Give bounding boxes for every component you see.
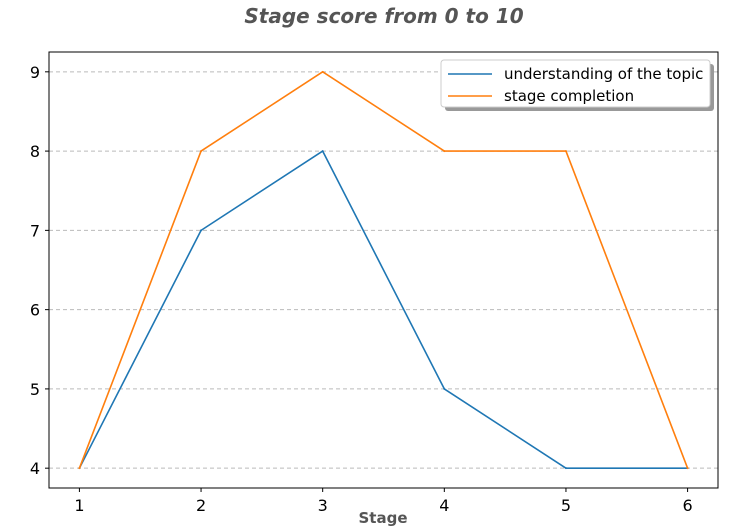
legend-box (440, 59, 711, 108)
data-point-1-4 (564, 150, 567, 153)
data-point-1-2 (321, 70, 324, 73)
x-tick-label-6: 6 (682, 496, 692, 515)
x-tick-label-2: 2 (196, 496, 206, 515)
x-tick-label-4: 4 (439, 496, 449, 515)
data-point-0-1 (200, 229, 203, 232)
data-point-1-0 (78, 467, 81, 470)
data-point-0-3 (443, 387, 446, 390)
y-tick-label-4: 4 (30, 459, 40, 478)
data-point-1-1 (200, 150, 203, 153)
plot-frame (48, 51, 719, 489)
y-axis-ticks: 4 5 6 7 8 9 (30, 63, 49, 478)
x-axis-ticks: 1 2 3 4 5 6 (74, 488, 693, 515)
series-line-0 (78, 150, 688, 469)
x-tick-label-3: 3 (318, 496, 328, 515)
y-tick-label-9: 9 (30, 63, 40, 82)
data-point-1-3 (443, 150, 446, 153)
x-tick-label-5: 5 (561, 496, 571, 515)
legend-label-completion: stage completion (504, 87, 634, 105)
y-tick-label-8: 8 (30, 142, 40, 161)
series-line-1 (78, 71, 689, 469)
legend-label-understanding: understanding of the topic (504, 65, 703, 83)
x-axis-label: Stage (358, 509, 407, 527)
data-point-1-5 (686, 467, 689, 470)
y-tick-label-7: 7 (30, 221, 40, 240)
data-point-0-4 (564, 467, 567, 470)
chart-title: Stage score from 0 to 10 (244, 4, 523, 28)
x-tick-label-1: 1 (74, 496, 84, 515)
data-point-0-2 (321, 150, 324, 153)
legend: understanding of the topic stage complet… (440, 59, 714, 111)
y-tick-label-6: 6 (30, 301, 40, 320)
series-lines (78, 70, 689, 470)
y-tick-label-5: 5 (30, 380, 40, 399)
